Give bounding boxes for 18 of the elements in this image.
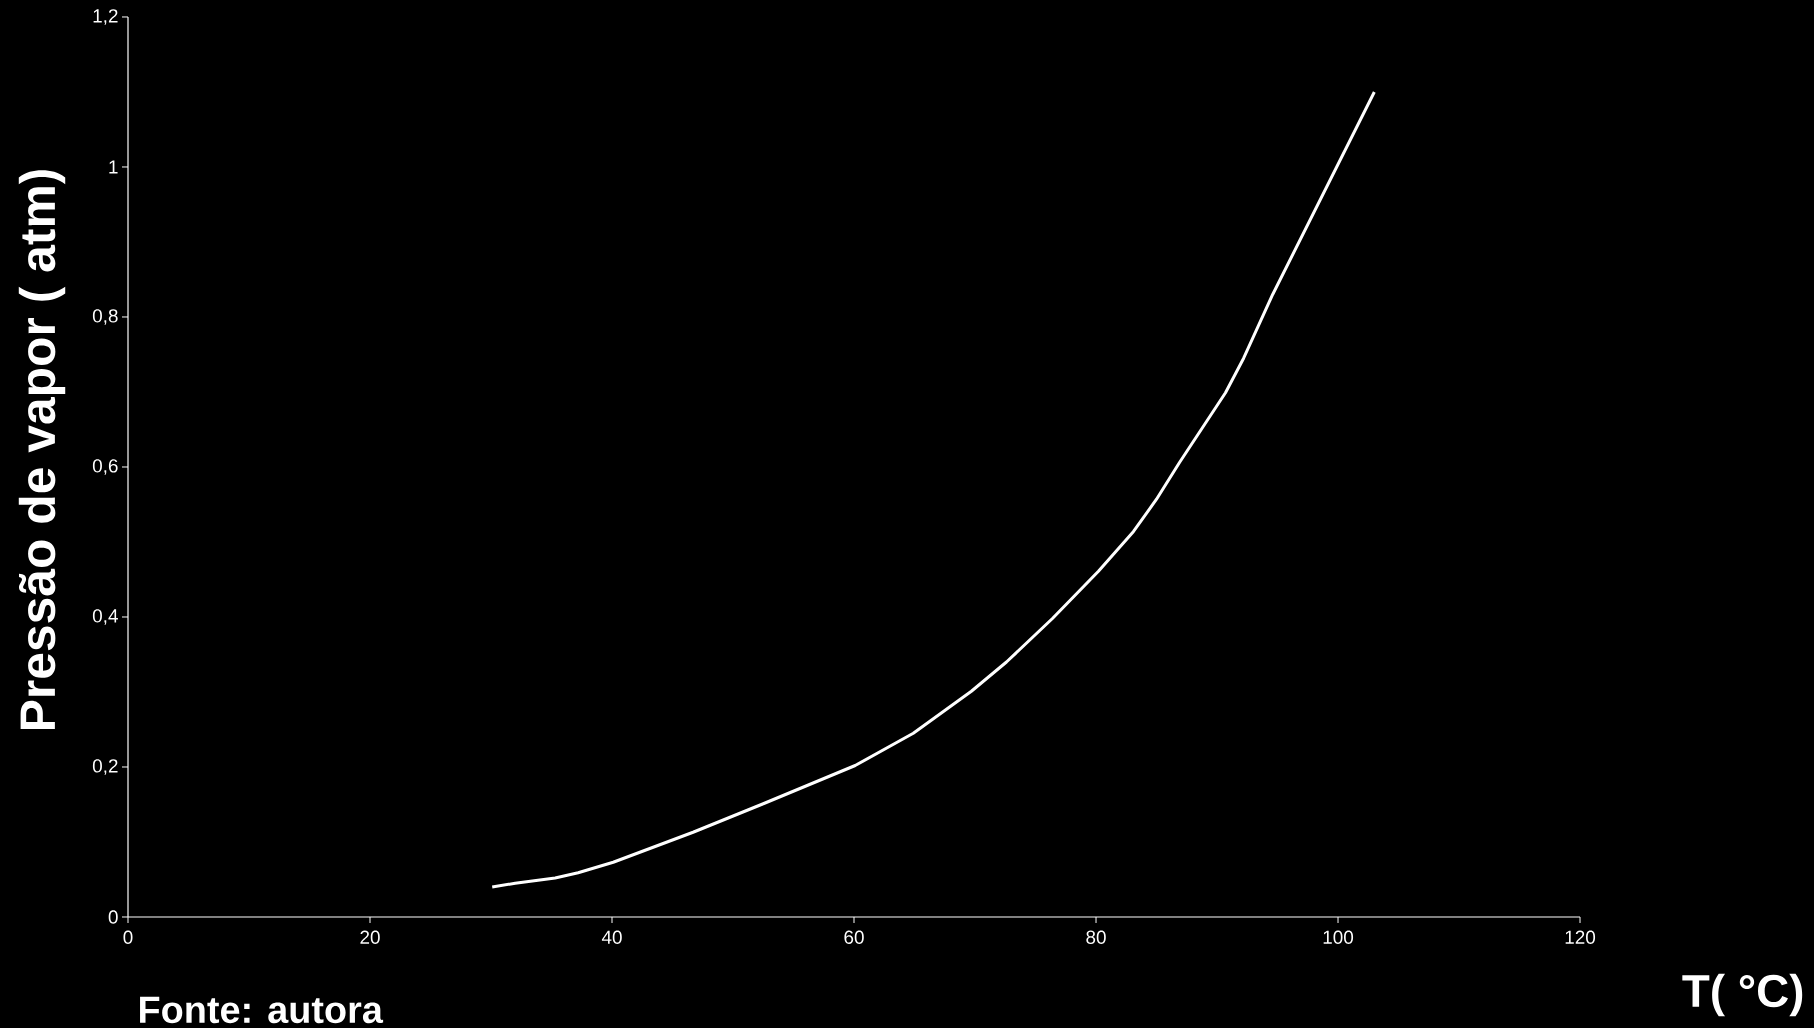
- x-tick-label: 120: [1565, 930, 1596, 944]
- x-tick-label: 60: [844, 930, 864, 944]
- x-tick-label: 40: [601, 930, 622, 944]
- x-tick-label: 20: [360, 930, 380, 944]
- y-tick-label: 0,6: [92, 459, 118, 475]
- x-axis-title: T( °C): [1682, 973, 1803, 1017]
- y-tick-label: 1: [109, 160, 118, 174]
- y-tick-label: 0,4: [92, 609, 118, 625]
- y-tick-label: 0: [108, 910, 118, 924]
- y-tick-label: 0,8: [92, 309, 118, 325]
- x-tick-label: 0: [123, 930, 133, 944]
- x-tick-label: 100: [1323, 930, 1354, 944]
- x-tick-label: 80: [1086, 930, 1106, 944]
- line-series: [490, 90, 1376, 889]
- source-note: Fonte: autora: [140, 996, 384, 1024]
- y-tick-label: 0,2: [92, 759, 118, 775]
- y-axis-title: Pressão de vapor ( atm): [18, 170, 66, 730]
- y-tick-label: 1,2: [93, 9, 118, 25]
